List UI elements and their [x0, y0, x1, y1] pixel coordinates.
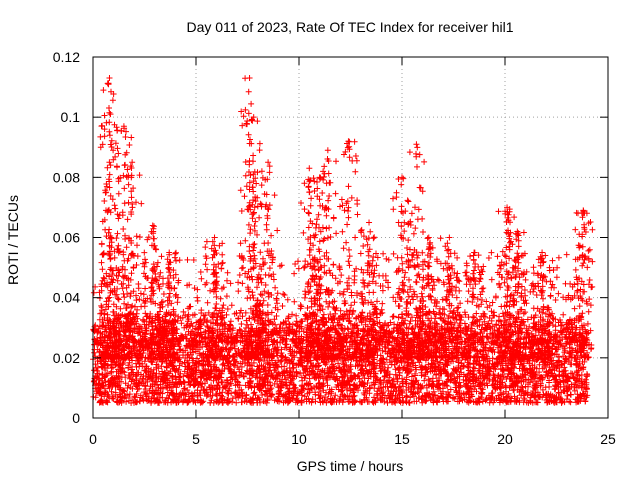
peak-point [120, 123, 127, 130]
peak-point [265, 159, 272, 166]
y-tick-label: 0.02 [53, 350, 80, 366]
peak-point [306, 165, 313, 172]
peak-point [471, 249, 478, 256]
peak-point [316, 174, 323, 181]
axis-ticks [92, 56, 609, 419]
x-tick-label: 5 [192, 431, 200, 447]
peak-point [129, 159, 136, 166]
chart-title: Day 011 of 2023, Rate Of TEC Index for r… [186, 19, 513, 35]
peak-point [345, 138, 352, 145]
y-tick-label: 0.1 [61, 109, 81, 125]
x-tick-label: 0 [89, 431, 97, 447]
peak-point [366, 219, 373, 226]
peak-point [446, 234, 453, 241]
y-axis-label: ROTI / TECUs [5, 195, 21, 285]
peak-point [246, 75, 253, 82]
y-tick-label: 0.08 [53, 169, 80, 185]
y-tick-label: 0.12 [53, 49, 80, 65]
peak-point [211, 234, 218, 241]
peak-point [149, 222, 156, 229]
peak-point [324, 147, 331, 154]
peak-point [399, 174, 405, 181]
x-tick-labels: 0 5 10 15 20 25 [89, 431, 616, 447]
peak-point [504, 204, 511, 211]
peak-point [580, 207, 587, 214]
data-points [90, 75, 596, 406]
x-tick-label: 15 [394, 431, 410, 447]
peak-point [107, 111, 114, 118]
peak-point [514, 228, 521, 235]
peak-point [539, 249, 546, 256]
x-axis-label: GPS time / hours [297, 458, 404, 474]
scatter-cloud [90, 75, 596, 406]
peak-point [106, 75, 113, 82]
peak-point [166, 249, 173, 256]
peak-point [413, 141, 420, 148]
x-tick-label: 10 [291, 431, 307, 447]
y-tick-label: 0.06 [53, 230, 80, 246]
peak-point [250, 114, 257, 121]
x-tick-label: 25 [600, 431, 616, 447]
peak-point [425, 234, 432, 241]
y-tick-labels: 0 0.02 0.04 0.06 0.08 0.1 0.12 [53, 49, 80, 426]
y-tick-label: 0 [72, 410, 80, 426]
x-tick-label: 20 [497, 431, 513, 447]
y-tick-label: 0.04 [53, 290, 80, 306]
